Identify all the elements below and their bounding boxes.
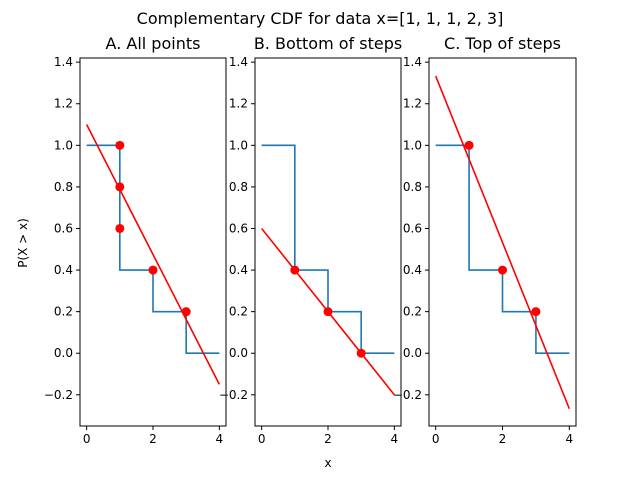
axes-frame: [254, 57, 402, 427]
step-line: [435, 144, 570, 355]
x-axis-label: x: [324, 456, 331, 470]
y-tick-label: 0.6: [229, 221, 248, 235]
y-tick-label: −0.2: [219, 388, 248, 402]
y-tick-label: 1.2: [403, 97, 422, 111]
x-tick-label: 2: [149, 432, 157, 446]
y-tick-label: 0.0: [229, 346, 248, 360]
axes-frame: [79, 57, 227, 427]
y-tick-label: 0.0: [403, 346, 422, 360]
y-tick-label: 0.2: [229, 305, 248, 319]
y-tick-label: 0.8: [403, 180, 422, 194]
y-axis-label: P(X > x): [16, 218, 30, 268]
subplot-2: B. Bottom of steps 0 2 4 −0.2 0.0 0.2 0.4 0.6 0.8…: [219, 34, 402, 446]
y-tick-label: 1.2: [54, 97, 73, 111]
y-tick-label: 0.6: [54, 221, 73, 235]
y-tick-label: 0.4: [403, 263, 422, 277]
x-tick-label: 4: [565, 432, 573, 446]
fit-line: [434, 75, 571, 410]
figure-suptitle: Complementary CDF for data x=[1, 1, 1, 2…: [137, 9, 504, 28]
y-tick-label: 1.0: [403, 138, 422, 152]
data-point: [464, 140, 474, 150]
y-tick-label: 0.6: [403, 221, 422, 235]
subplot-3: C. Top of steps 0 2 4 −0.2 0.0 0.2 0.4 0.6 0.8 1.0…: [393, 34, 577, 446]
data-point: [115, 223, 125, 233]
data-point: [531, 307, 541, 317]
x-tick-label: 0: [83, 432, 91, 446]
step-line: [261, 144, 395, 355]
data-point: [115, 140, 125, 150]
subplot-title: C. Top of steps: [444, 34, 561, 53]
data-point: [148, 265, 158, 275]
x-tick-label: 0: [258, 432, 266, 446]
x-tick-label: 4: [216, 432, 224, 446]
x-tick-label: 2: [324, 432, 332, 446]
step-line: [86, 144, 220, 355]
fit-line: [261, 227, 395, 396]
subplot-title: A. All points: [106, 34, 201, 53]
y-tick-label: 1.4: [229, 55, 248, 69]
y-tick-label: 0.8: [54, 180, 73, 194]
x-tick-label: 4: [391, 432, 399, 446]
y-tick-label: 0.2: [54, 305, 73, 319]
y-tick-label: 1.2: [229, 97, 248, 111]
y-tick-label: 1.4: [403, 55, 422, 69]
y-tick-label: 0.4: [229, 263, 248, 277]
y-tick-label: 1.0: [54, 138, 73, 152]
x-tick-label: 0: [432, 432, 440, 446]
subplot-1: A. All points 0 2 4 −0.2 0.0 0.2 0.4 0.6 0.8 1.0 1.…: [44, 34, 227, 446]
y-tick-label: 0.4: [54, 263, 73, 277]
data-point: [498, 265, 507, 275]
fit-line: [85, 124, 221, 385]
subplot-title: B. Bottom of steps: [254, 34, 402, 53]
y-tick-label: 0.8: [229, 180, 248, 194]
y-tick-label: 0.2: [403, 305, 422, 319]
x-tick-label: 2: [499, 432, 507, 446]
y-tick-label: 1.4: [54, 55, 73, 69]
y-tick-label: 0.0: [54, 346, 73, 360]
y-tick-label: −0.2: [44, 388, 73, 402]
y-tick-label: 1.0: [229, 138, 248, 152]
y-tick-label: −0.2: [393, 388, 422, 402]
